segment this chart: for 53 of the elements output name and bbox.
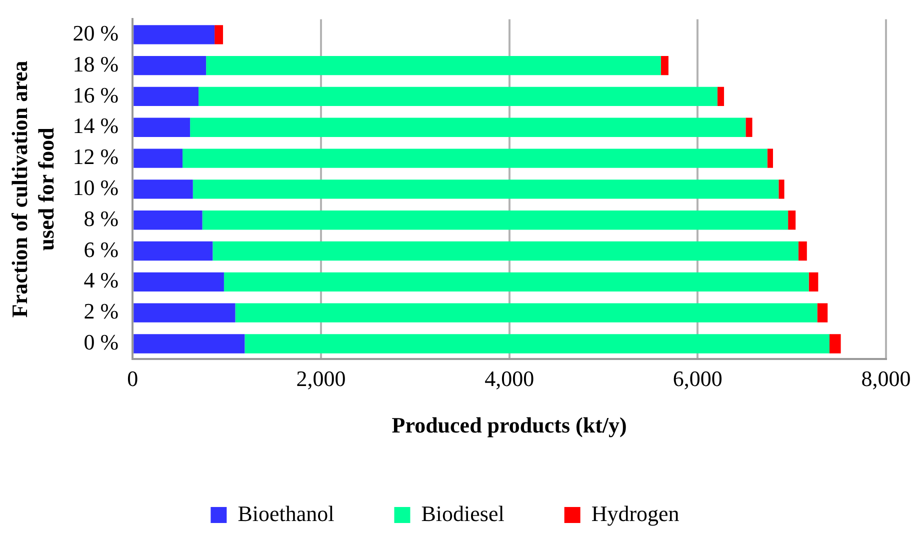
bar xyxy=(235,303,818,322)
bar xyxy=(808,272,818,292)
bar xyxy=(134,118,190,137)
bar xyxy=(746,118,752,137)
y-tick-label: 20 % xyxy=(72,20,119,46)
x-tick-label: 6,000 xyxy=(672,366,722,392)
bar xyxy=(214,25,224,44)
y-tick-label: 0 % xyxy=(84,330,119,355)
y-tick-label: 14 % xyxy=(72,113,119,138)
x-tick-label: 8,000 xyxy=(861,366,911,392)
bar xyxy=(134,148,183,168)
y-tick-label: 10 % xyxy=(72,174,119,200)
y-tick-label: 12 % xyxy=(72,144,119,170)
legend-label: Biodiesel xyxy=(421,500,504,526)
bar xyxy=(134,86,199,106)
y-tick-label: 8 % xyxy=(84,206,119,231)
bar xyxy=(134,180,193,199)
bar xyxy=(206,56,661,76)
x-tick-label: 4,000 xyxy=(484,366,534,392)
bar xyxy=(134,25,215,44)
bar xyxy=(134,210,202,230)
bar xyxy=(212,241,798,261)
bar xyxy=(202,210,788,230)
bar xyxy=(817,303,828,322)
bar xyxy=(134,56,206,76)
bar xyxy=(244,334,830,354)
bar xyxy=(767,148,773,168)
bar xyxy=(134,272,224,292)
bar xyxy=(660,56,668,76)
bar xyxy=(134,303,236,322)
bar xyxy=(134,241,213,261)
bar xyxy=(198,86,718,106)
bar xyxy=(224,272,809,292)
y-tick-label: 6 % xyxy=(84,236,119,262)
bar xyxy=(788,210,796,230)
bar xyxy=(829,334,841,354)
y-tick-label: 18 % xyxy=(72,51,119,76)
y-axis-title: Fraction of cultivation area used for food xyxy=(6,60,58,318)
bar xyxy=(717,86,724,106)
legend-label: Hydrogen xyxy=(591,500,680,526)
bar xyxy=(778,180,784,199)
bar xyxy=(182,148,768,168)
x-tick-label: 0 xyxy=(127,366,138,392)
y-tick-label: 16 % xyxy=(72,82,119,108)
bar xyxy=(192,180,779,199)
x-tick-label: 2,000 xyxy=(296,366,346,392)
bar xyxy=(134,334,245,354)
x-axis-title: Produced products (kt/y) xyxy=(392,412,627,438)
bar xyxy=(190,118,746,137)
bar xyxy=(798,241,807,261)
y-tick-label: 2 % xyxy=(84,298,119,324)
legend-label: Bioethanol xyxy=(238,500,334,526)
y-tick-label: 4 % xyxy=(84,268,119,293)
